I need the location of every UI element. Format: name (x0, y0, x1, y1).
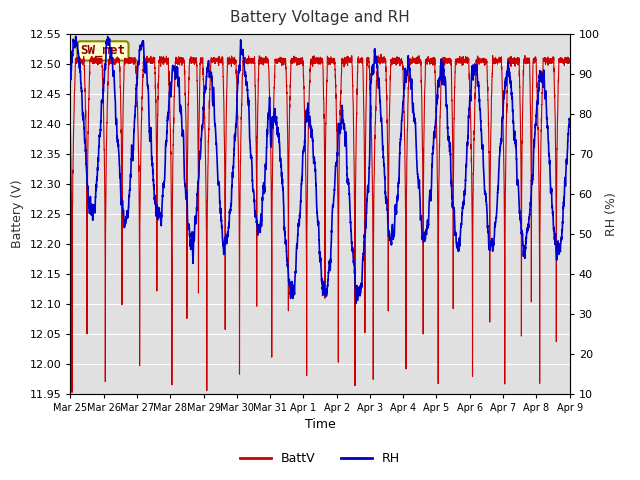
Y-axis label: RH (%): RH (%) (605, 192, 618, 236)
Y-axis label: Battery (V): Battery (V) (11, 180, 24, 248)
X-axis label: Time: Time (305, 418, 335, 431)
Text: SW_met: SW_met (81, 44, 125, 58)
Legend: BattV, RH: BattV, RH (235, 447, 405, 470)
Text: Battery Voltage and RH: Battery Voltage and RH (230, 10, 410, 24)
